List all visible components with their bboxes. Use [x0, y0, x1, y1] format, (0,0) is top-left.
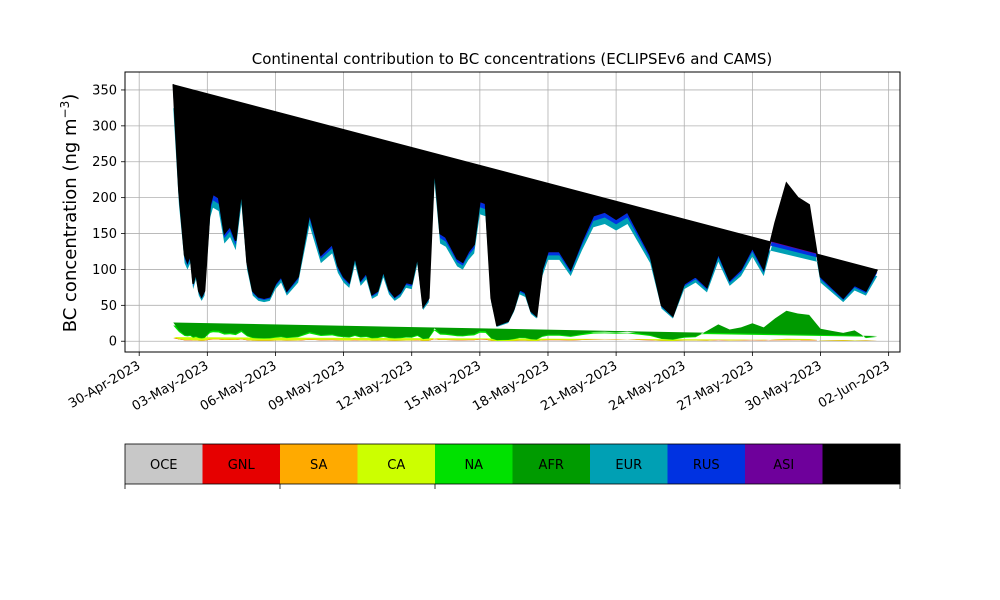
legend-label-gnl: GNL — [228, 458, 256, 473]
y-tick-label: 250 — [92, 155, 117, 170]
legend-label-ca: CA — [387, 458, 405, 473]
x-tick-label: 18-May-2023 — [470, 358, 552, 414]
area-ca — [173, 337, 878, 341]
y-tick-label: 350 — [92, 83, 117, 98]
legend-swatch-oce — [125, 444, 203, 484]
legend-frame — [124, 443, 901, 485]
colorbar-legend: OCE GNL SA CA NA AFR EUR RUS ASI AUS — [124, 443, 901, 489]
legend-swatch-rus — [667, 444, 746, 484]
area-aus — [173, 84, 878, 326]
total-outline — [172, 84, 878, 327]
x-tick-label: 15-May-2023 — [402, 358, 484, 414]
legend-swatch-asi — [745, 444, 823, 484]
x-tick-label: 09-May-2023 — [266, 358, 348, 414]
legend-swatch-ca — [357, 444, 436, 484]
legend-swatch-gnl — [202, 444, 281, 484]
stacked-areas — [173, 84, 878, 342]
x-axis: 30-Apr-202303-May-202306-May-202309-May-… — [66, 352, 893, 414]
legend-swatch-sa — [280, 444, 358, 484]
x-tick-label: 24-May-2023 — [607, 358, 689, 414]
legend-swatch-eur — [590, 444, 668, 484]
legend-label-asi: ASI — [773, 458, 794, 473]
y-tick-label: 50 — [100, 299, 117, 314]
chart-title: Continental contribution to BC concentra… — [252, 50, 773, 68]
legend-label-oce: OCE — [150, 458, 178, 473]
y-tick-label: 200 — [92, 191, 117, 206]
x-tick-label: 27-May-2023 — [675, 358, 757, 414]
x-tick-label: 30-May-2023 — [743, 358, 825, 414]
y-axis: 0 50 100 150 200 250 300 350 — [92, 83, 125, 350]
legend-label-aus: AUS — [848, 458, 875, 473]
y-tick-label: 300 — [92, 119, 117, 134]
y-axis-label: BC concentration (ng m−3) — [58, 94, 81, 333]
x-tick-label: 12-May-2023 — [334, 358, 416, 414]
area-afr — [173, 310, 878, 341]
x-tick-label: 03-May-2023 — [130, 358, 212, 414]
legend-swatch-aus — [822, 444, 901, 484]
plot-frame — [124, 71, 901, 353]
legend-label-eur: EUR — [615, 458, 642, 473]
legend-label-rus: RUS — [693, 458, 720, 473]
x-tick-label: 06-May-2023 — [198, 358, 280, 414]
legend-label-sa: SA — [310, 458, 327, 473]
legend-swatch-afr — [512, 444, 591, 484]
legend-label-na: NA — [464, 458, 483, 473]
y-tick-label: 150 — [92, 227, 117, 242]
x-tick-label: 21-May-2023 — [538, 358, 620, 414]
legend-label-afr: AFR — [539, 458, 564, 473]
total-line — [172, 84, 878, 327]
y-tick-label: 100 — [92, 263, 117, 278]
x-tick-label: 02-Jun-2023 — [816, 358, 893, 411]
y-tick-label: 0 — [109, 335, 117, 350]
legend-swatch-na — [435, 444, 513, 484]
